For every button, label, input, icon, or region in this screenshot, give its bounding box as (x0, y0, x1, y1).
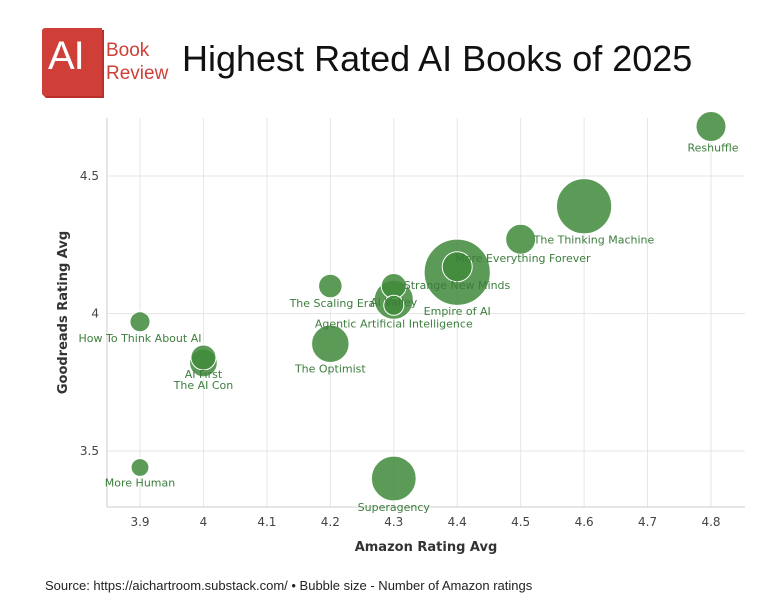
bubble-point (505, 223, 537, 255)
bubble-point (370, 455, 417, 502)
x-tick-label: 4.8 (701, 515, 720, 529)
bubble-label: More Everything Forever (455, 252, 591, 265)
bubble-label: Superagency (358, 501, 431, 514)
bubble-label: The Optimist (294, 363, 366, 376)
axis-ticks: 3.9 4 4.1 4.2 4.3 4.4 4.5 4.6 4.7 4.8 3.5 4 4.5 (80, 169, 721, 529)
bubble-label: Empire of AI (424, 305, 491, 318)
page-title: Highest Rated AI Books of 2025 (182, 38, 693, 79)
x-tick-label: 4.7 (638, 515, 657, 529)
bubble-point (311, 324, 350, 364)
bubble-label: Strange New Minds (404, 279, 511, 292)
bubble-point (695, 111, 727, 142)
x-tick-label: 4.3 (384, 515, 403, 529)
bubble-label: Reshuffle (688, 142, 739, 155)
bubble-point (441, 251, 473, 283)
y-tick-label: 4.5 (80, 169, 99, 183)
bubble-chart: 3.9 4 4.1 4.2 4.3 4.4 4.5 4.6 4.7 4.8 3.5 4 4.5 Resh… (56, 111, 745, 555)
logo-word-review: Review (106, 63, 169, 84)
plot-background (107, 118, 745, 507)
logo-word-book: Book (106, 40, 150, 61)
logo: AI Book Review (42, 28, 172, 98)
bubble-point (556, 178, 613, 235)
chart-bubbles (129, 111, 727, 502)
bubble-label: The Scaling Era (289, 297, 376, 310)
bubble-label: AI First (185, 368, 223, 381)
bubble-label: Agentic Artificial Intelligence (315, 317, 473, 330)
y-tick-label: 4 (91, 307, 99, 321)
bubble-label: AI Valley (370, 296, 418, 309)
x-tick-label: 4.1 (257, 515, 276, 529)
x-tick-label: 4 (200, 515, 208, 529)
x-tick-label: 4.5 (511, 515, 530, 529)
bubble-point (190, 344, 217, 371)
x-tick-label: 3.9 (130, 515, 149, 529)
x-tick-label: 4.6 (575, 515, 594, 529)
logo-book-icon: AI (42, 28, 102, 96)
bubble-label: The AI Con (173, 379, 234, 392)
bubble-label: More Human (105, 476, 175, 489)
chart-grid (106, 118, 745, 508)
x-axis-title: Amazon Rating Avg (355, 540, 498, 555)
source-note: Source: https://aichartroom.substack.com… (45, 578, 533, 593)
x-tick-label: 4.2 (321, 515, 340, 529)
bubble-point (318, 273, 343, 299)
bubble-point (383, 294, 405, 316)
x-tick-label: 4.4 (448, 515, 467, 529)
y-tick-label: 3.5 (80, 444, 99, 458)
y-axis-title: Goodreads Rating Avg (56, 231, 71, 394)
chart-labels: Reshuffle The Thinking Machine Empire of A… (79, 142, 739, 514)
bubble-point (129, 311, 151, 333)
bubble-point (130, 458, 150, 477)
bubble-label: The Thinking Machine (533, 233, 655, 246)
bubble-label: How To Think About AI (79, 332, 202, 345)
logo-ai-text: AI (48, 34, 85, 78)
